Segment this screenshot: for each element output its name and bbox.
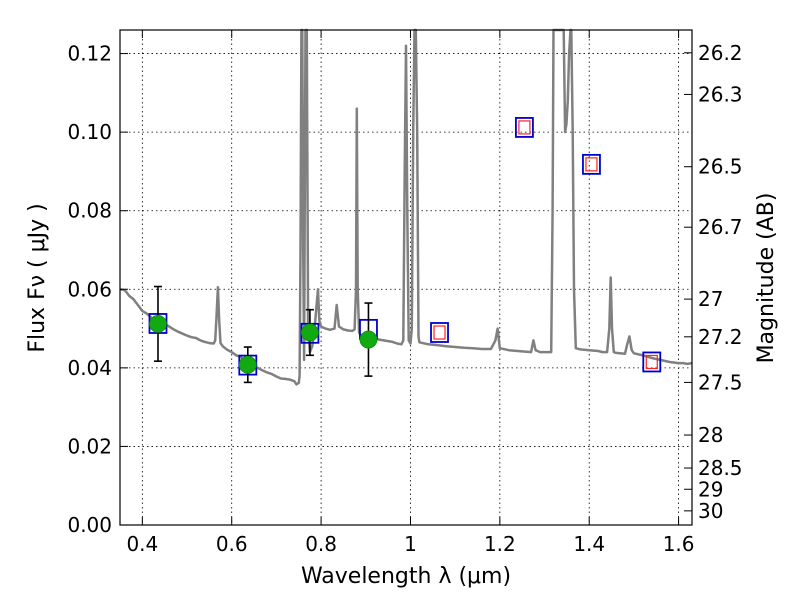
plot-frame (119, 29, 693, 526)
upper-limit-square-2 (585, 157, 598, 172)
x-tick-label-5: 1.4 (573, 532, 605, 556)
y2-tick-label-0: 26.2 (698, 41, 743, 65)
y-tick-label-1: 0.02 (67, 434, 112, 458)
y2-tick-label-4: 27 (698, 287, 723, 311)
y2-tick-label-9: 29 (698, 477, 723, 501)
model-square-5 (515, 117, 534, 138)
detection-point-1 (238, 355, 257, 374)
y2-tick-label-6: 27.5 (698, 370, 743, 394)
upper-limit-square-0 (433, 325, 446, 340)
detection-point-0 (149, 314, 167, 333)
model-square-7 (642, 351, 662, 373)
detection-point-3 (359, 330, 378, 349)
x-tick-label-3: 1 (404, 532, 417, 556)
x-axis-label: Wavelength λ (μm) (301, 564, 511, 589)
x-tick-label-1: 0.6 (216, 532, 248, 556)
y-tick-label-0: 0.00 (67, 513, 112, 537)
y-tick-label-6: 0.12 (67, 42, 112, 66)
x-tick-label-6: 1.6 (663, 532, 695, 556)
observed-detections (149, 285, 378, 384)
y2-axis-label: Magnitude (AB) (754, 193, 779, 364)
y-axis-label: Flux Fν ( μJy ) (25, 203, 50, 352)
y-tick-label-3: 0.06 (67, 277, 112, 301)
y2-tick-label-3: 26.7 (698, 215, 743, 239)
detection-point-2 (301, 323, 319, 342)
y-axis-ticks: 0.00 0.02 0.04 0.06 0.08 0.10 0.12 (67, 42, 128, 537)
model-square-6 (582, 153, 601, 175)
y-tick-label-4: 0.08 (67, 199, 112, 223)
x-tick-label-4: 1.2 (484, 532, 516, 556)
model-square-4 (430, 322, 449, 343)
y2-tick-label-1: 26.3 (698, 82, 743, 106)
y2-tick-label-10: 30 (698, 499, 723, 523)
y2-tick-label-7: 28 (698, 423, 723, 447)
spectrum-polyline (119, 28, 693, 386)
upper-limit-square-1 (518, 120, 531, 135)
x-axis-ticks: 0.4 0.6 0.8 1 1.2 1.4 1.6 (126, 30, 695, 556)
y2-tick-label-8: 28.5 (698, 456, 743, 480)
y-tick-label-5: 0.10 (67, 120, 112, 144)
y-tick-label-2: 0.04 (67, 356, 112, 380)
x-tick-label-0: 0.4 (126, 532, 158, 556)
x-tick-label-2: 0.8 (305, 532, 337, 556)
upper-limit-square-3 (645, 354, 658, 370)
gridlines (120, 30, 692, 526)
y2-tick-label-5: 27.2 (698, 325, 743, 349)
y2-tick-label-2: 26.5 (698, 155, 743, 179)
model-spectrum-line (119, 28, 693, 386)
